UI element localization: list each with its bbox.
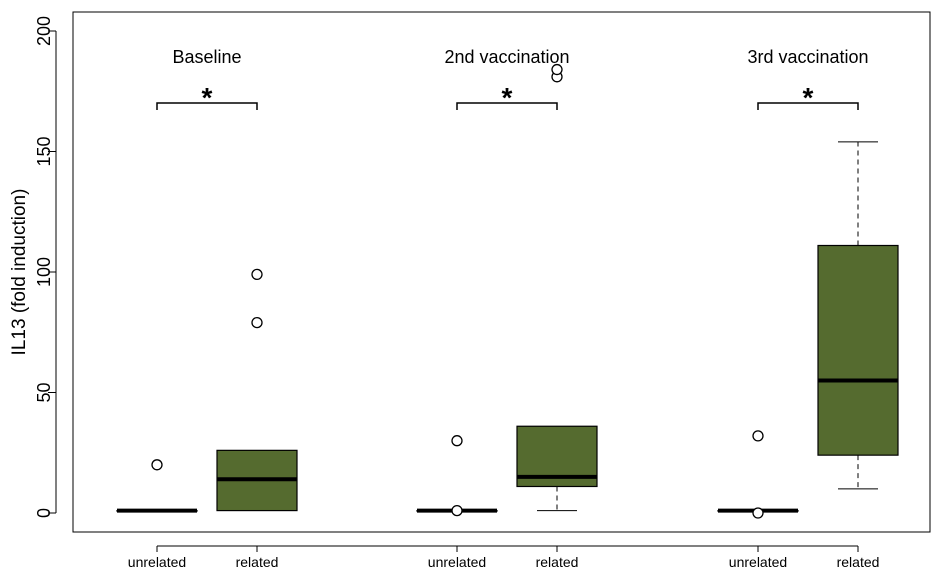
outlier-point <box>251 268 263 281</box>
panel-2: 2nd vaccination * <box>416 47 598 517</box>
y-tick-label: 0 <box>34 508 54 518</box>
x-tick-label: related <box>837 554 880 568</box>
significance-star: * <box>803 82 814 113</box>
box-unrelated <box>717 430 799 519</box>
significance-bracket <box>156 102 258 110</box>
outlier-point <box>752 507 764 519</box>
box-unrelated <box>116 459 198 513</box>
significance-star: * <box>202 82 213 113</box>
box-related <box>516 63 598 512</box>
y-tick-label: 50 <box>34 382 54 402</box>
significance-bracket <box>757 102 859 110</box>
significance-star: * <box>502 82 513 113</box>
panel-title: Baseline <box>172 47 241 67</box>
panels: unrelated related unrelated related unrelate… <box>116 47 899 568</box>
y-tick-label: 150 <box>34 136 54 166</box>
outlier-point <box>551 63 563 76</box>
plot-frame <box>72 11 931 533</box>
y-axis: 0 50 100 150 200 <box>34 16 57 518</box>
x-axis: unrelated related unrelated related unrelate… <box>128 545 880 568</box>
panel-title: 3rd vaccination <box>747 47 868 67</box>
x-tick-label: related <box>236 554 279 568</box>
outlier-point <box>451 435 463 447</box>
box-unrelated <box>416 435 498 517</box>
outlier-point <box>251 316 263 329</box>
box-related <box>216 268 298 512</box>
x-tick-label: unrelated <box>428 554 486 568</box>
x-tick-label: related <box>536 554 579 568</box>
y-tick-label: 100 <box>34 257 54 287</box>
y-tick-label: 200 <box>34 16 54 46</box>
panel-title: 2nd vaccination <box>444 47 569 67</box>
significance-bracket <box>456 102 558 110</box>
outlier-point <box>151 459 163 471</box>
box-related <box>817 141 899 490</box>
panel-1: Baseline * <box>116 47 298 513</box>
x-tick-label: unrelated <box>729 554 787 568</box>
y-axis-label: IL13 (fold induction) <box>9 189 30 356</box>
outlier-point <box>752 430 764 442</box>
outlier-point <box>451 504 463 517</box>
panel-3: 3rd vaccination * <box>717 47 899 519</box>
x-tick-label: unrelated <box>128 554 186 568</box>
box-body <box>817 244 899 456</box>
